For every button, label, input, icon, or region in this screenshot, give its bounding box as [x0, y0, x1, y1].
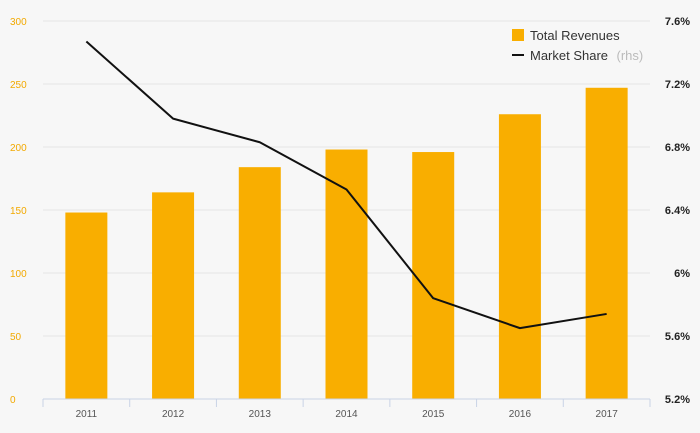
legend-label-total-revenues: Total Revenues	[530, 28, 620, 43]
bar-total-revenues	[412, 152, 455, 399]
y-right-tick-label: 6.8%	[665, 142, 690, 154]
x-tick-label: 2017	[596, 409, 619, 420]
y-left-tick-label: 200	[10, 143, 27, 154]
legend: Total Revenues Market Share (rhs)	[512, 28, 643, 64]
bar-total-revenues	[325, 149, 368, 399]
y-left-tick-label: 300	[10, 17, 27, 28]
legend-market-share-name: Market Share	[530, 48, 608, 63]
x-tick-label: 2012	[162, 409, 185, 420]
y-right-tick-label: 6.4%	[665, 205, 690, 217]
legend-swatch-total-revenues	[512, 29, 524, 41]
x-tick-label: 2015	[422, 409, 445, 420]
legend-label-market-share: Market Share (rhs)	[530, 47, 643, 64]
x-tick-label: 2011	[76, 409, 98, 420]
y-right-tick-label: 5.2%	[665, 394, 690, 406]
bar-total-revenues	[65, 212, 108, 399]
bar-total-revenues	[585, 87, 628, 399]
legend-market-share-suffix: (rhs)	[617, 48, 644, 63]
y-right-tick-label: 5.6%	[665, 331, 690, 343]
x-tick-label: 2016	[509, 409, 532, 420]
y-right-tick-label: 7.6%	[665, 16, 690, 28]
line-series	[85, 40, 607, 330]
bar-total-revenues	[498, 114, 541, 400]
bar-total-revenues	[152, 192, 195, 399]
bar-series	[65, 87, 628, 400]
y-right-tick-label: 6%	[674, 268, 690, 280]
x-tick-label: 2014	[335, 409, 358, 420]
bar-total-revenues	[238, 167, 281, 399]
y-left-tick-label: 0	[10, 395, 16, 406]
x-tick-label: 2013	[249, 409, 272, 420]
y-left-tick-label: 50	[10, 332, 22, 343]
axes: 0 50 100 150 200 250 300 5.2% 5.6% 6% 6.4% 6.8% 7.2%…	[10, 16, 690, 420]
y-left-tick-label: 250	[10, 80, 27, 91]
y-left-tick-label: 100	[10, 269, 27, 280]
y-right-tick-label: 7.2%	[665, 79, 690, 91]
y-left-tick-label: 150	[10, 206, 27, 217]
